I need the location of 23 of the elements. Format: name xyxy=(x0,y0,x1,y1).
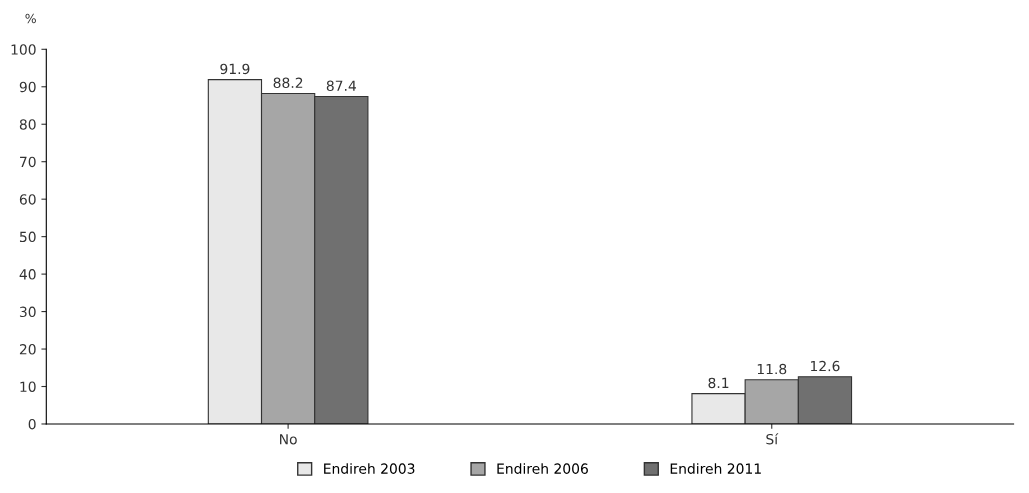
data-label: 12.6 xyxy=(811,360,840,372)
data-label: 88.2 xyxy=(273,77,303,89)
data-label: 11.8 xyxy=(757,363,787,375)
y-tick-label: 0 xyxy=(28,418,36,430)
y-tick-label: 70 xyxy=(20,156,36,168)
legend-label: Endireh 2003 xyxy=(324,463,415,474)
x-tick-label: Sí xyxy=(766,433,779,445)
y-tick-label: 30 xyxy=(19,306,36,318)
y-tick-label: 60 xyxy=(19,194,36,205)
y-tick-label: 10 xyxy=(20,381,36,392)
legend-label: Endireh 2011 xyxy=(670,463,761,474)
y-tick-label: 20 xyxy=(19,344,36,355)
x-tick-label: No xyxy=(280,434,297,445)
y-tick-label: 40 xyxy=(19,269,36,280)
y-tick-label: 100 xyxy=(11,44,36,55)
y-tick-label: 80 xyxy=(19,119,36,130)
data-label: 87.4 xyxy=(326,80,356,92)
y-tick-label: 50 xyxy=(19,231,36,243)
y-axis-title: % xyxy=(25,13,36,24)
data-label: 91.9 xyxy=(220,63,250,75)
legend-label: Endireh 2006 xyxy=(497,463,588,474)
data-label: 8.1 xyxy=(708,377,729,389)
y-tick-label: 90 xyxy=(19,81,36,93)
